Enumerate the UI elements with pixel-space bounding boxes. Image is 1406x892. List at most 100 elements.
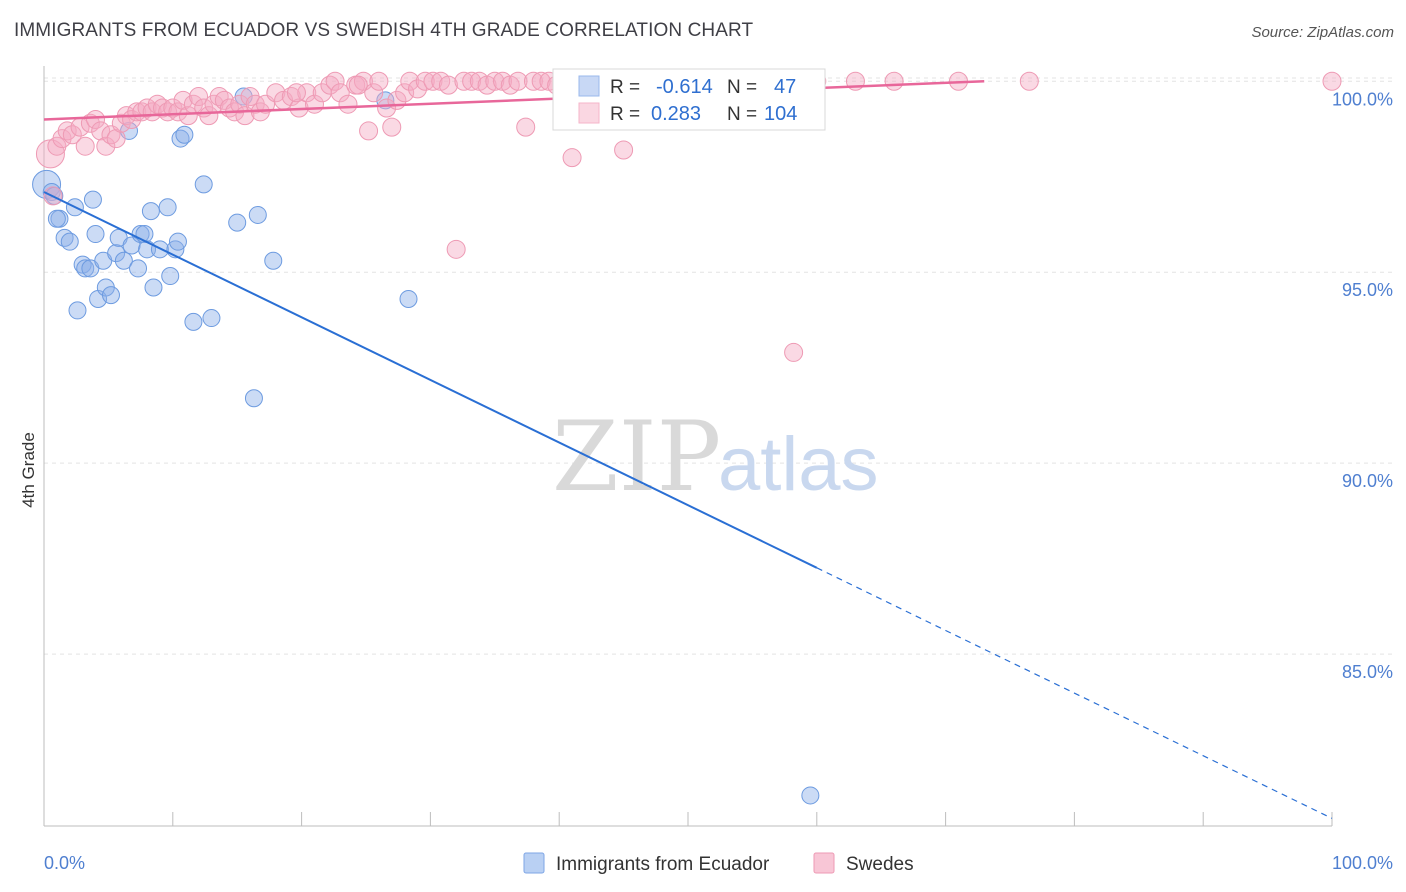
bottom-legend-label-swedes: Swedes [846, 854, 914, 875]
y-tick-label: 85.0% [1342, 662, 1393, 682]
swedes-point [330, 83, 350, 103]
ecuador-point [129, 259, 148, 278]
legend-r-value: 0.283 [651, 103, 701, 125]
trend-lines [43, 80, 1333, 819]
swedes-point [462, 71, 482, 91]
swedes-point [614, 140, 634, 160]
swedes-point [137, 98, 157, 118]
ecuador-point [184, 312, 203, 331]
bottom-legend-swatch-ecuador [523, 852, 545, 874]
swedes-point [382, 117, 402, 137]
y-tick-label: 90.0% [1342, 471, 1393, 491]
ecuador-point [76, 259, 95, 278]
ecuador-point [47, 209, 66, 228]
ecuador-point [248, 205, 267, 224]
ecuador-point [68, 301, 87, 320]
ecuador-point [168, 232, 187, 251]
swedes-point [884, 71, 904, 91]
swedes-point [446, 239, 466, 259]
swedes-point [230, 94, 250, 114]
x-tick-labels: 0.0% 100.0% [44, 853, 1393, 873]
swedes-point [266, 83, 286, 103]
ecuador-point [107, 244, 126, 263]
swedes-point [485, 71, 505, 91]
ecuador-point [399, 289, 418, 308]
swedes-point [359, 121, 379, 141]
ecuador-point [161, 267, 180, 286]
bottom-legend-label-ecuador: Immigrants from Ecuador [556, 854, 770, 875]
swedes-point [531, 71, 551, 91]
ecuador-point [194, 175, 213, 194]
swedes-point [377, 98, 397, 118]
swedes-point [423, 71, 443, 91]
ecuador-point [228, 213, 247, 232]
ecuador-point [801, 786, 820, 805]
watermark-atlas: atlas [718, 422, 879, 507]
y-tick-labels: 85.0% 90.0% 95.0% 100.0% [1332, 89, 1393, 682]
swedes-point [438, 75, 458, 95]
ecuador-point [101, 286, 120, 305]
swedes-point [523, 71, 543, 91]
ecuador-point [144, 278, 163, 297]
ecuador-point [202, 309, 221, 328]
swedes-point [57, 121, 77, 141]
ecuador-point [264, 251, 283, 270]
ecuador-point [141, 202, 160, 221]
swedes-point [454, 71, 474, 91]
ecuador-point [60, 232, 79, 251]
swedes-point [147, 94, 167, 114]
swedes-point [415, 71, 435, 91]
y-axis-label: 4th Grade [19, 432, 38, 508]
swedes-trend-line [43, 80, 985, 121]
swedes-point [562, 148, 582, 168]
legend-n-label: N = [727, 104, 757, 125]
legend-swatch-swedes [578, 102, 600, 124]
swedes-point [96, 136, 116, 156]
legend-r-label: R = [610, 104, 640, 125]
swedes-point [286, 83, 306, 103]
swedes-point [281, 87, 301, 107]
x-tick-label: 100.0% [1332, 853, 1393, 873]
ecuador-point [83, 190, 102, 209]
swedes-point [338, 94, 358, 114]
swedes-point [1322, 71, 1342, 91]
swedes-point [297, 83, 317, 103]
swedes-point [62, 125, 82, 145]
legend-n-value: 104 [764, 103, 797, 125]
x-tick-label: 0.0% [44, 853, 85, 873]
swedes-point [106, 129, 126, 149]
swedes-point [348, 75, 368, 95]
swedes-point [784, 342, 804, 362]
swedes-point [516, 117, 536, 137]
ecuador-point [175, 125, 194, 144]
bottom-legend: Immigrants from Ecuador Swedes [523, 852, 914, 875]
series-ecuador-points [32, 87, 820, 805]
swedes-point [508, 71, 528, 91]
swedes-point [75, 136, 95, 156]
swedes-point [364, 83, 384, 103]
ecuador-point [114, 251, 133, 270]
swedes-point [320, 75, 340, 95]
ecuador-trend-line [43, 191, 818, 569]
legend-swatch-ecuador [578, 75, 600, 97]
legend: R = -0.614 N = 47 R = 0.283 N = 104 [552, 68, 826, 131]
bottom-legend-swatch-swedes [813, 852, 835, 874]
legend-n-value: 47 [774, 76, 796, 98]
y-tick-label: 100.0% [1332, 89, 1393, 109]
swedes-point [158, 102, 178, 122]
ecuador-point [86, 225, 105, 244]
chart-title: IMMIGRANTS FROM ECUADOR VS SWEDISH 4TH G… [14, 20, 754, 41]
source-label: Source: ZipAtlas.com [1251, 24, 1394, 41]
swedes-point [408, 79, 428, 99]
grid-lines [44, 77, 1392, 655]
watermark-zip: ZIP [552, 401, 721, 513]
ecuador-point [158, 198, 177, 217]
swedes-point [86, 109, 106, 129]
watermark: ZIP atlas [552, 401, 879, 513]
swedes-point [395, 83, 415, 103]
swedes-point [400, 71, 420, 91]
legend-r-label: R = [610, 77, 640, 98]
swedes-point [91, 121, 111, 141]
y-tick-label: 95.0% [1342, 280, 1393, 300]
